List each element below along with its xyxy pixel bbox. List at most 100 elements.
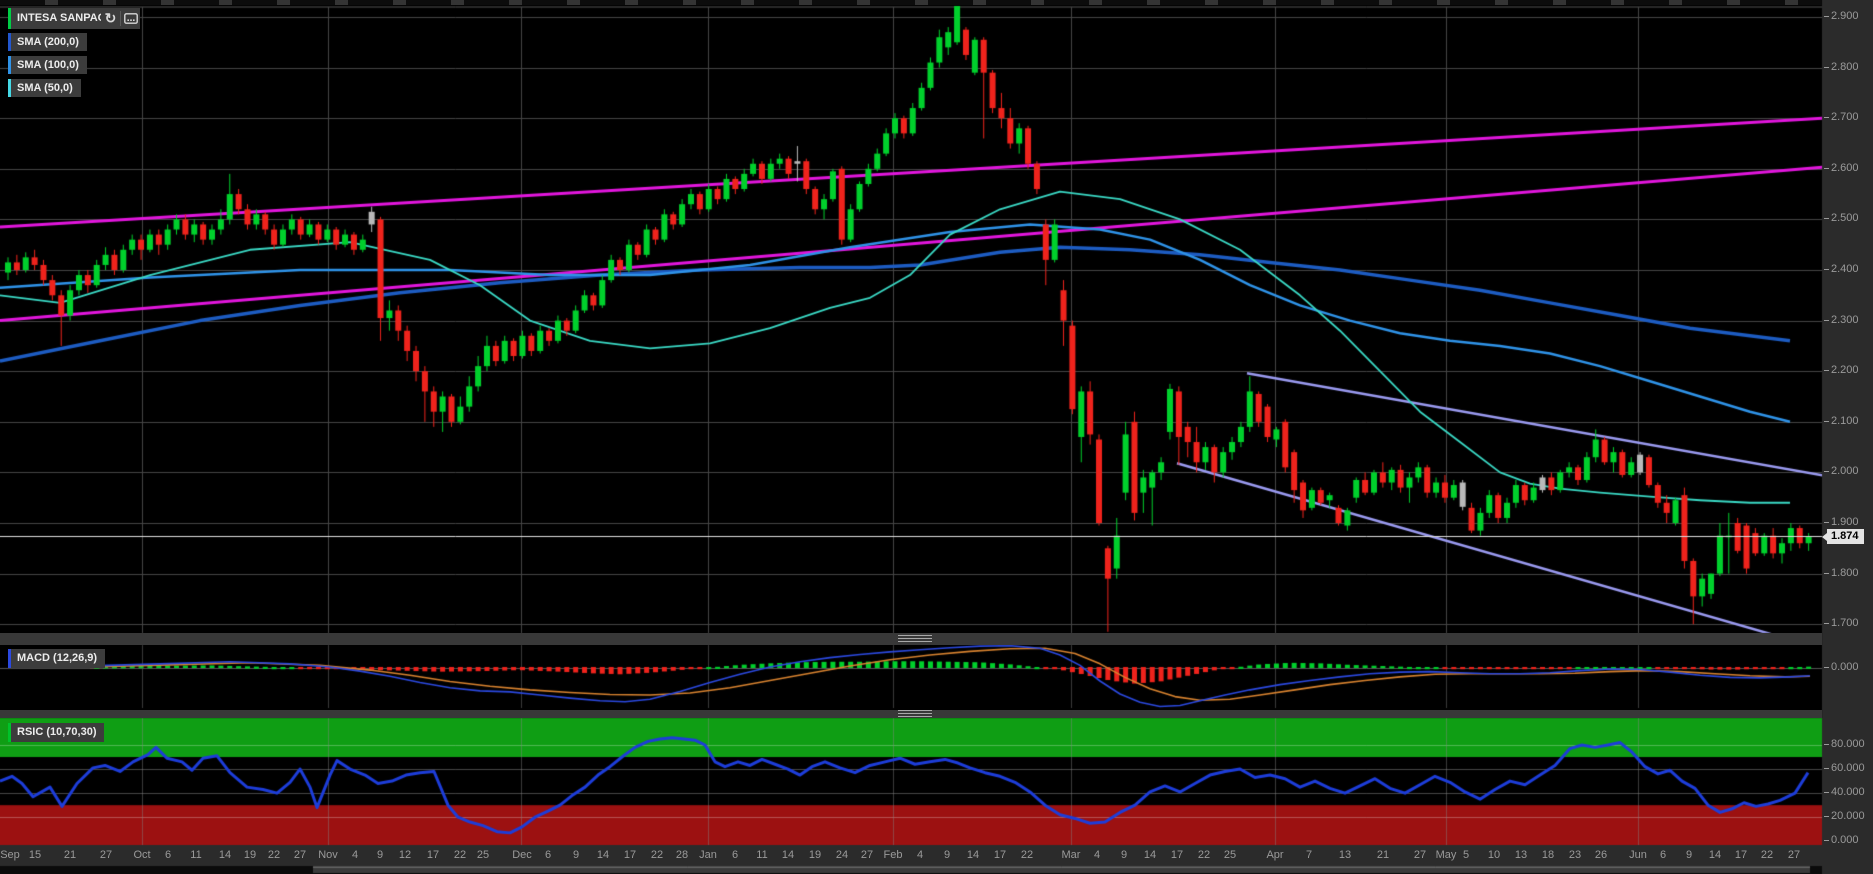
date-axis-label: 17 <box>1734 849 1748 861</box>
date-axis-label: 17 <box>993 849 1007 861</box>
date-axis-label: 28 <box>675 849 689 861</box>
date-axis-label: 18 <box>1541 849 1555 861</box>
symbol-toolbar: ↻ <box>101 8 140 29</box>
toolbar-separator <box>120 11 121 26</box>
date-axis-label: 25 <box>476 849 490 861</box>
date-axis-label: 27 <box>860 849 874 861</box>
price-axis-label: 1.700 <box>1824 617 1859 629</box>
rsi-axis-label: 40.000 <box>1824 786 1865 798</box>
date-axis-label: 6 <box>164 849 172 861</box>
date-axis-label: 14 <box>1143 849 1157 861</box>
date-axis-label: 9 <box>943 849 951 861</box>
date-axis-label: 17 <box>426 849 440 861</box>
divider2-drag-handle-icon[interactable] <box>898 710 932 718</box>
date-axis-label: Dec <box>512 849 532 861</box>
date-axis-label: Jan <box>699 849 717 861</box>
price-axis-label: 2.100 <box>1824 415 1859 427</box>
date-axis-label: Nov <box>318 849 338 861</box>
price-axis-label: 2.200 <box>1824 364 1859 376</box>
date-axis-label: 24 <box>835 849 849 861</box>
date-axis-label: 4 <box>351 849 359 861</box>
date-axis-label: 10 <box>1487 849 1501 861</box>
price-axis-label: 2.300 <box>1824 314 1859 326</box>
date-axis-label: 13 <box>1338 849 1352 861</box>
legend-sma100[interactable]: SMA (100,0) <box>8 56 87 74</box>
date-axis-label: 6 <box>1659 849 1667 861</box>
date-axis-label: 14 <box>218 849 232 861</box>
date-axis-label: 22 <box>453 849 467 861</box>
date-axis-label: 23 <box>1568 849 1582 861</box>
rsi-accent-bar <box>8 723 11 742</box>
date-axis-label: 27 <box>1413 849 1427 861</box>
date-axis-label: 5 <box>1462 849 1470 861</box>
date-axis-label: Oct <box>133 849 151 861</box>
date-axis-label: 25 <box>1223 849 1237 861</box>
date-axis-label: 6 <box>731 849 739 861</box>
date-axis-label: 22 <box>650 849 664 861</box>
macd-accent-bar <box>8 649 11 668</box>
sma100-accent-bar <box>8 56 11 74</box>
price-axis-label: 1.800 <box>1824 567 1859 579</box>
date-axis-label: 26 <box>1594 849 1608 861</box>
rsi-chip[interactable]: RSIC (10,70,30) <box>8 723 105 742</box>
legend-sma200[interactable]: SMA (200,0) <box>8 33 87 51</box>
price-axis-label: 2.500 <box>1824 212 1859 224</box>
rsi-axis-label: 20.000 <box>1824 810 1865 822</box>
date-axis-label: 19 <box>808 849 822 861</box>
date-axis-label: 9 <box>1120 849 1128 861</box>
date-axis-label: 14 <box>1708 849 1722 861</box>
rsi-axis-label: 0.000 <box>1824 834 1859 846</box>
date-axis-label: 14 <box>966 849 980 861</box>
date-axis-label: 17 <box>1170 849 1184 861</box>
sma100-label: SMA (100,0) <box>17 59 79 71</box>
rsi-axis-label: 80.000 <box>1824 738 1865 750</box>
date-axis-label: Feb <box>883 849 903 861</box>
rsi-label: RSIC (10,70,30) <box>17 726 97 738</box>
date-axis-label: 9 <box>376 849 384 861</box>
price-axis-label: 2.000 <box>1824 465 1859 477</box>
legend-sma50[interactable]: SMA (50,0) <box>8 79 81 97</box>
date-axis-label: 6 <box>544 849 552 861</box>
sma200-accent-bar <box>8 33 11 51</box>
date-axis-label: 12 <box>398 849 412 861</box>
date-axis-label: May <box>1435 849 1457 861</box>
rsi-axis-label: 60.000 <box>1824 762 1865 774</box>
date-axis-label: 14 <box>781 849 795 861</box>
refresh-button[interactable]: ↻ <box>104 10 117 26</box>
date-axis-label: 27 <box>293 849 307 861</box>
date-axis-label: 9 <box>572 849 580 861</box>
macd-chip[interactable]: MACD (12,26,9) <box>8 649 106 668</box>
date-axis-label: 4 <box>1093 849 1101 861</box>
symbol-accent-bar <box>8 8 11 29</box>
price-axis-label: 2.600 <box>1824 162 1859 174</box>
divider-drag-handle-icon[interactable] <box>898 635 932 643</box>
sma50-accent-bar <box>8 79 11 97</box>
date-axis-label: 15 <box>28 849 42 861</box>
sma50-label: SMA (50,0) <box>17 82 73 94</box>
symbol-chip[interactable]: INTESA SANPAOLO <box>8 8 130 29</box>
symbol-label: INTESA SANPAOLO <box>17 12 122 24</box>
date-axis-label: 4 <box>916 849 924 861</box>
date-axis-label: 9 <box>1685 849 1693 861</box>
date-axis-label: 22 <box>267 849 281 861</box>
macd-axis-label: 0.000 <box>1824 661 1859 673</box>
price-axis-label: 1.900 <box>1824 516 1859 528</box>
date-axis-label: Sep <box>0 849 20 861</box>
date-axis-label: 22 <box>1760 849 1774 861</box>
price-axis-label: 2.800 <box>1824 61 1859 73</box>
date-axis-label: Mar <box>1061 849 1081 861</box>
top-collapsed-toolbar[interactable] <box>0 0 1822 5</box>
date-axis-label: 19 <box>243 849 257 861</box>
measure-icon[interactable] <box>121 8 140 29</box>
date-axis-label: 22 <box>1197 849 1211 861</box>
date-axis-label: Apr <box>1266 849 1284 861</box>
price-axis-label: 2.400 <box>1824 263 1859 275</box>
price-axis-label: 2.900 <box>1824 10 1859 22</box>
date-axis-label: 21 <box>63 849 77 861</box>
date-axis-label: 27 <box>1787 849 1801 861</box>
date-axis-label: 22 <box>1020 849 1034 861</box>
macd-label: MACD (12,26,9) <box>17 652 98 664</box>
date-axis-label: 17 <box>623 849 637 861</box>
